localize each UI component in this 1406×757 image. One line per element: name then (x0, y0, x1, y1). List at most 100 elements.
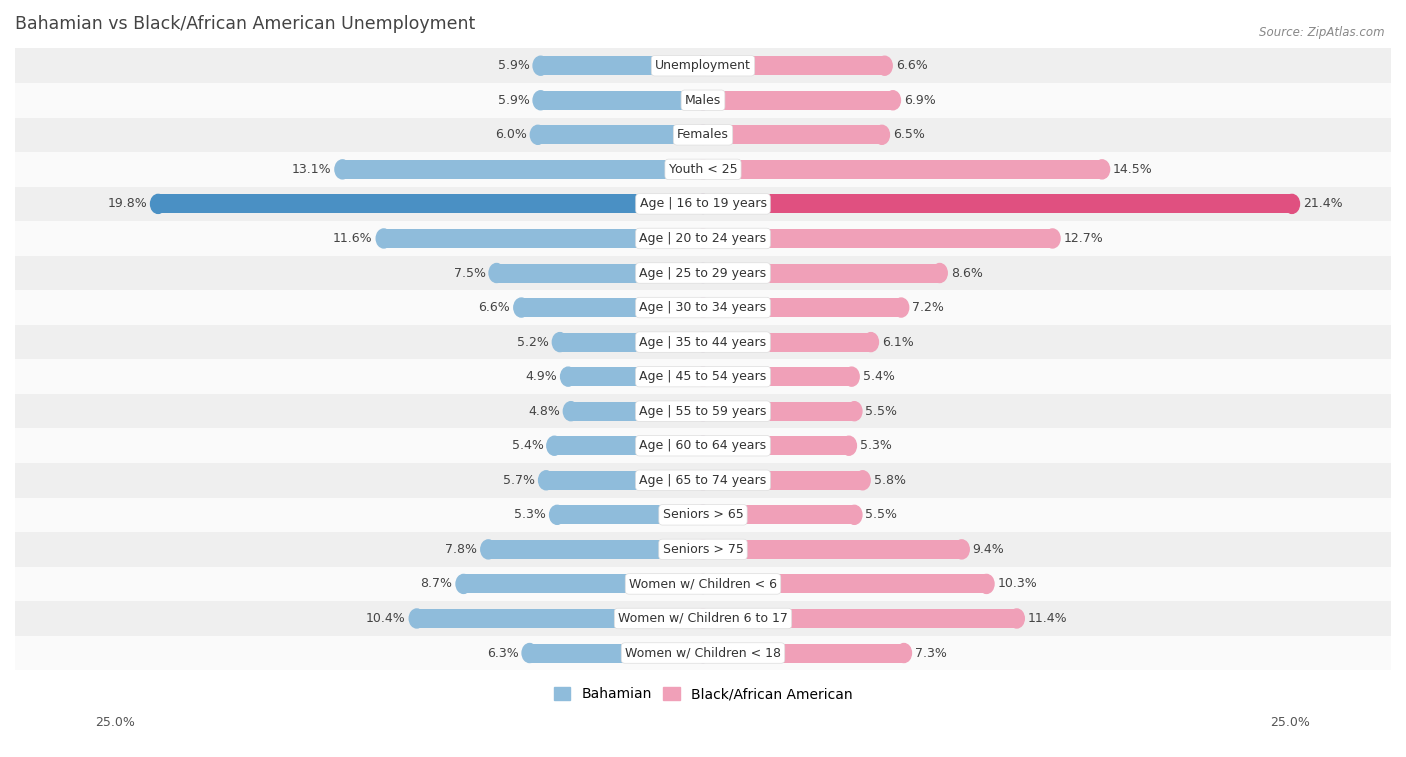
Circle shape (846, 506, 862, 525)
Bar (496, 263, 703, 282)
Bar (157, 195, 703, 213)
Bar (488, 540, 703, 559)
Circle shape (530, 126, 546, 145)
FancyBboxPatch shape (15, 636, 1391, 670)
Circle shape (481, 540, 496, 559)
Text: 8.6%: 8.6% (950, 266, 983, 279)
Circle shape (696, 126, 710, 145)
Bar (703, 91, 893, 110)
Text: 7.3%: 7.3% (915, 646, 946, 659)
Circle shape (564, 402, 578, 421)
Text: Age | 55 to 59 years: Age | 55 to 59 years (640, 405, 766, 418)
Text: Age | 60 to 64 years: Age | 60 to 64 years (640, 439, 766, 452)
Text: 4.8%: 4.8% (529, 405, 560, 418)
Circle shape (335, 160, 350, 179)
Text: Age | 65 to 74 years: Age | 65 to 74 years (640, 474, 766, 487)
Bar (703, 643, 904, 662)
Text: 6.9%: 6.9% (904, 94, 935, 107)
Circle shape (696, 575, 710, 593)
Circle shape (696, 367, 710, 386)
Text: 5.3%: 5.3% (860, 439, 891, 452)
Text: 5.2%: 5.2% (517, 335, 548, 348)
Circle shape (863, 332, 879, 351)
Bar (703, 367, 852, 386)
Text: Age | 35 to 44 years: Age | 35 to 44 years (640, 335, 766, 348)
FancyBboxPatch shape (15, 532, 1391, 567)
FancyBboxPatch shape (15, 48, 1391, 83)
Circle shape (696, 160, 710, 179)
Circle shape (932, 263, 948, 282)
Text: Age | 20 to 24 years: Age | 20 to 24 years (640, 232, 766, 245)
FancyBboxPatch shape (15, 221, 1391, 256)
Text: 6.3%: 6.3% (486, 646, 519, 659)
Text: 7.8%: 7.8% (446, 543, 477, 556)
Circle shape (696, 402, 710, 421)
Text: 6.6%: 6.6% (478, 301, 510, 314)
Circle shape (696, 160, 710, 179)
Bar (568, 367, 703, 386)
Text: 8.7%: 8.7% (420, 578, 453, 590)
Text: 25.0%: 25.0% (96, 716, 135, 730)
Circle shape (696, 56, 710, 75)
Text: Females: Females (678, 129, 728, 142)
Circle shape (696, 402, 710, 421)
Bar (703, 540, 962, 559)
Text: Age | 30 to 34 years: Age | 30 to 34 years (640, 301, 766, 314)
Text: 5.3%: 5.3% (515, 509, 546, 522)
Circle shape (696, 91, 710, 110)
Circle shape (547, 436, 562, 455)
Circle shape (696, 229, 710, 248)
Circle shape (696, 332, 710, 351)
Bar (703, 332, 870, 351)
Bar (703, 609, 1017, 628)
Circle shape (696, 91, 710, 110)
Bar (541, 56, 703, 75)
Circle shape (696, 506, 710, 525)
Circle shape (696, 575, 710, 593)
Circle shape (150, 195, 166, 213)
Bar (343, 160, 703, 179)
Circle shape (955, 540, 969, 559)
Bar (703, 229, 1053, 248)
Circle shape (855, 471, 870, 490)
FancyBboxPatch shape (15, 601, 1391, 636)
Circle shape (550, 506, 565, 525)
Circle shape (489, 263, 505, 282)
Circle shape (696, 643, 710, 662)
Circle shape (1045, 229, 1060, 248)
Circle shape (696, 298, 710, 317)
Circle shape (841, 436, 856, 455)
Circle shape (561, 367, 575, 386)
Bar (703, 402, 855, 421)
Circle shape (696, 540, 710, 559)
Circle shape (696, 298, 710, 317)
Text: Males: Males (685, 94, 721, 107)
Text: 5.9%: 5.9% (498, 94, 530, 107)
Legend: Bahamian, Black/African American: Bahamian, Black/African American (548, 682, 858, 707)
Bar (703, 436, 849, 455)
Bar (384, 229, 703, 248)
Circle shape (696, 367, 710, 386)
Text: Source: ZipAtlas.com: Source: ZipAtlas.com (1260, 26, 1385, 39)
FancyBboxPatch shape (15, 256, 1391, 290)
Text: Youth < 25: Youth < 25 (669, 163, 737, 176)
Bar (541, 91, 703, 110)
Circle shape (696, 609, 710, 628)
Bar (571, 402, 703, 421)
Text: 5.8%: 5.8% (873, 474, 905, 487)
Bar (703, 506, 855, 525)
Text: Women w/ Children 6 to 17: Women w/ Children 6 to 17 (619, 612, 787, 625)
Bar (703, 298, 901, 317)
Text: 10.3%: 10.3% (997, 578, 1038, 590)
FancyBboxPatch shape (15, 325, 1391, 360)
Text: 14.5%: 14.5% (1114, 163, 1153, 176)
Text: 6.0%: 6.0% (495, 129, 527, 142)
FancyBboxPatch shape (15, 117, 1391, 152)
Text: Women w/ Children < 18: Women w/ Children < 18 (626, 646, 780, 659)
Text: Seniors > 75: Seniors > 75 (662, 543, 744, 556)
Circle shape (696, 263, 710, 282)
Text: Women w/ Children < 6: Women w/ Children < 6 (628, 578, 778, 590)
FancyBboxPatch shape (15, 463, 1391, 497)
Circle shape (696, 195, 710, 213)
Circle shape (696, 471, 710, 490)
